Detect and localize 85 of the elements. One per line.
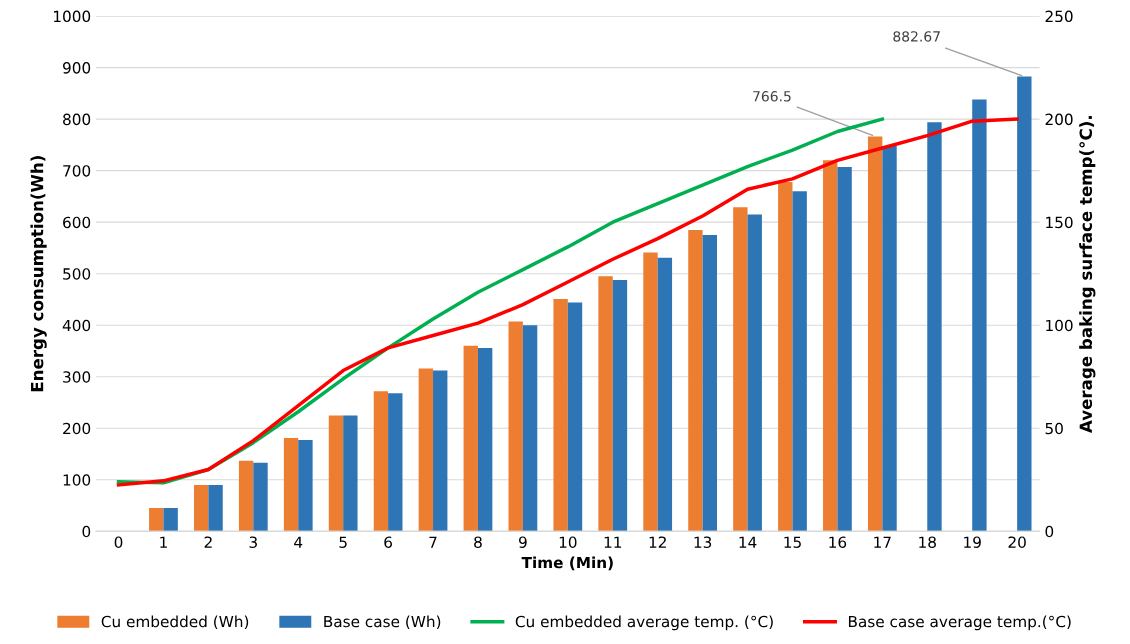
x-tick-label: 15 — [784, 536, 801, 548]
bar — [972, 99, 987, 532]
bar — [433, 370, 448, 532]
x-tick-label: 17 — [874, 536, 891, 548]
x-tick-label: 3 — [249, 536, 257, 548]
bar — [837, 167, 852, 532]
bar — [882, 145, 897, 532]
bar — [823, 160, 838, 532]
bar — [612, 279, 628, 532]
x-tick-label: 7 — [429, 536, 437, 548]
bar — [388, 393, 403, 532]
x-tick-label: 8 — [474, 536, 482, 548]
bar — [792, 191, 807, 532]
y2-axis-title: Average baking surface temp(°C). — [1079, 116, 1096, 433]
bar — [163, 508, 178, 532]
bar — [149, 508, 164, 532]
data-label: 766.5 — [753, 91, 791, 102]
y2-tick-label: 50 — [1045, 422, 1063, 435]
x-axis-title: Time (Min) — [521, 556, 613, 571]
bar — [477, 347, 493, 532]
bar — [283, 438, 299, 532]
x-tick-label: 10 — [559, 536, 577, 548]
bar — [463, 345, 478, 532]
x-tick-label: 20 — [1008, 536, 1026, 548]
y-tick-label: 600 — [63, 216, 91, 229]
bar — [567, 302, 583, 532]
legend-label: Cu embedded (Wh) — [101, 615, 249, 630]
y-tick-label: 100 — [63, 474, 91, 486]
bar — [733, 207, 748, 532]
x-tick-label: 11 — [604, 536, 622, 548]
y2-tick-label: 100 — [1046, 319, 1073, 332]
legend-label: Base case average temp.(°C) — [848, 615, 1071, 631]
bar — [598, 276, 613, 532]
x-tick-label: 4 — [294, 536, 303, 548]
y-tick-label: 400 — [62, 319, 91, 332]
y-tick-label: 200 — [63, 422, 91, 435]
y-tick-label: 800 — [63, 113, 91, 126]
x-tick-label: 6 — [384, 536, 392, 548]
x-tick-label: 18 — [919, 536, 936, 548]
bar — [508, 321, 523, 532]
data-label: 882.67 — [893, 31, 940, 42]
bar — [688, 229, 703, 532]
legend-label: Base case (Wh) — [324, 615, 441, 630]
bar — [298, 440, 313, 532]
x-tick-label: 13 — [694, 536, 712, 548]
legend-label: Cu embedded average temp. (°C) — [515, 615, 773, 631]
y-tick-label: 0 — [82, 525, 91, 538]
bar — [778, 181, 793, 532]
x-tick-label: 9 — [519, 536, 527, 548]
bar — [657, 257, 673, 532]
line-series — [116, 117, 1019, 487]
bar — [1017, 76, 1032, 532]
y-tick-label: 500 — [63, 268, 91, 280]
x-tick-label: 12 — [649, 536, 666, 548]
y2-tick-label: 0 — [1045, 525, 1054, 538]
bar — [373, 391, 389, 532]
bar — [867, 136, 883, 532]
y-axis-title: Energy consumption(Wh) — [30, 156, 47, 392]
y-tick-label: 300 — [63, 371, 91, 383]
bar — [553, 298, 568, 532]
y-tick-label: 900 — [62, 62, 91, 74]
bar — [418, 368, 434, 532]
bar — [643, 252, 658, 532]
x-tick-label: 2 — [204, 536, 212, 548]
bar — [328, 415, 344, 532]
y2-tick-label: 200 — [1045, 113, 1073, 126]
bar — [702, 235, 717, 532]
x-tick-label: 14 — [739, 536, 757, 548]
y-tick-label: 700 — [63, 165, 91, 177]
x-tick-label: 5 — [339, 536, 347, 548]
x-tick-label: 0 — [114, 536, 123, 548]
x-tick-label: 1 — [160, 536, 167, 548]
bar — [238, 460, 254, 532]
bar — [343, 415, 358, 532]
bar — [927, 122, 942, 532]
x-tick-label: 19 — [964, 536, 981, 548]
bar — [253, 462, 268, 532]
y-tick-label: 1000 — [53, 10, 91, 23]
bar — [747, 214, 762, 532]
bar — [522, 325, 538, 532]
y2-tick-label: 150 — [1046, 216, 1073, 229]
y2-tick-label: 250 — [1045, 10, 1073, 23]
bar — [208, 484, 223, 532]
bar — [194, 484, 209, 532]
x-tick-label: 16 — [829, 536, 847, 548]
